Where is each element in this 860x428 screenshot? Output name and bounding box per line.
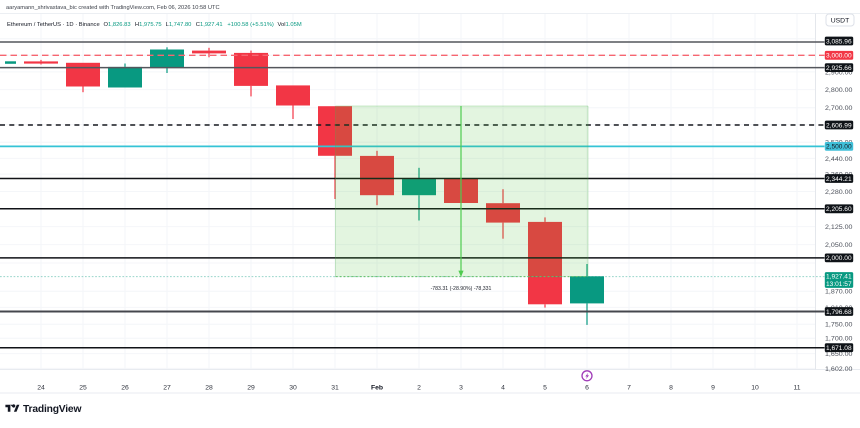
svg-text:1,650.00: 1,650.00 — [825, 351, 853, 358]
svg-text:2,125.00: 2,125.00 — [825, 224, 853, 231]
svg-text:aaryamann_shrivastava_bic crea: aaryamann_shrivastava_bic created with T… — [6, 5, 220, 11]
svg-text:5: 5 — [543, 385, 547, 392]
svg-text:10: 10 — [751, 385, 759, 392]
svg-text:2,280.00: 2,280.00 — [825, 189, 853, 196]
svg-text:USDT: USDT — [831, 18, 850, 25]
svg-text:Vol1.05M: Vol1.05M — [278, 22, 302, 28]
svg-text:7: 7 — [627, 385, 631, 392]
svg-text:1,796.68: 1,796.68 — [826, 309, 852, 316]
svg-text:2,050.00: 2,050.00 — [825, 242, 853, 249]
svg-text:2,800.00: 2,800.00 — [825, 87, 853, 94]
svg-text:C1,927.41: C1,927.41 — [196, 22, 223, 28]
svg-text:1,671.08: 1,671.08 — [826, 345, 852, 352]
svg-text:28: 28 — [205, 385, 213, 392]
svg-text:-783.31 (-28.90%) -78,331: -783.31 (-28.90%) -78,331 — [431, 286, 492, 292]
svg-text:L1,747.80: L1,747.80 — [166, 22, 192, 28]
svg-text:8: 8 — [669, 385, 673, 392]
svg-text:2,344.21: 2,344.21 — [826, 176, 852, 183]
svg-text:Ethereum / TetherUS · 1D · Bin: Ethereum / TetherUS · 1D · Binance — [7, 22, 100, 28]
svg-text:1,927.41: 1,927.41 — [826, 274, 852, 281]
svg-text:26: 26 — [121, 385, 129, 392]
svg-text:1,750.00: 1,750.00 — [825, 322, 853, 329]
svg-text:1,602.00: 1,602.00 — [825, 366, 853, 373]
svg-text:Feb: Feb — [371, 385, 383, 392]
svg-text:30: 30 — [289, 385, 297, 392]
svg-text:2,500.00: 2,500.00 — [826, 144, 852, 151]
svg-text:2,700.00: 2,700.00 — [825, 105, 853, 112]
svg-text:2,440.00: 2,440.00 — [825, 156, 853, 163]
svg-text:2,900.00: 2,900.00 — [825, 69, 853, 76]
svg-text:2,925.66: 2,925.66 — [826, 65, 852, 72]
svg-text:3,000.00: 3,000.00 — [826, 53, 852, 60]
svg-text:29: 29 — [247, 385, 255, 392]
svg-text:TradingView: TradingView — [23, 404, 82, 415]
svg-text:24: 24 — [37, 385, 45, 392]
svg-text:11: 11 — [793, 385, 800, 392]
svg-text:+100.58 (+5.51%): +100.58 (+5.51%) — [227, 22, 273, 28]
svg-text:9: 9 — [711, 385, 715, 392]
svg-text:25: 25 — [79, 385, 87, 392]
svg-text:13:01:57: 13:01:57 — [826, 281, 852, 288]
svg-text:1,870.00: 1,870.00 — [825, 289, 853, 296]
svg-text:3,085.96: 3,085.96 — [826, 38, 852, 45]
svg-text:2,000.00: 2,000.00 — [826, 255, 852, 262]
svg-text:2,606.99: 2,606.99 — [826, 122, 852, 129]
svg-text:3: 3 — [459, 385, 463, 392]
svg-text:4: 4 — [501, 385, 505, 392]
svg-text:2: 2 — [417, 385, 421, 392]
svg-text:O1,826.83: O1,826.83 — [104, 22, 131, 28]
svg-text:1,700.00: 1,700.00 — [825, 336, 853, 343]
svg-text:31: 31 — [331, 385, 339, 392]
svg-text:2,205.60: 2,205.60 — [826, 206, 852, 213]
svg-text:6: 6 — [585, 385, 589, 392]
svg-text:H1,975.75: H1,975.75 — [135, 22, 162, 28]
svg-text:27: 27 — [163, 385, 171, 392]
